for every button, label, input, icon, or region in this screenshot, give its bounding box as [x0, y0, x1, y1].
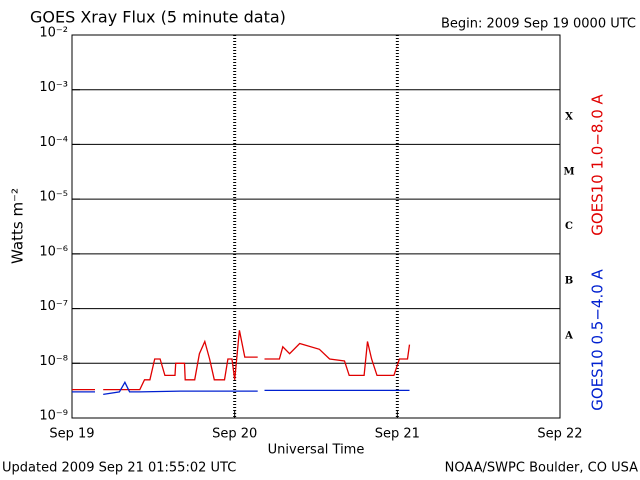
flare-class-label: C: [565, 221, 573, 232]
x-tick-label: Sep 19: [49, 427, 94, 442]
y-tick-label: 10⁻⁷: [39, 299, 68, 314]
series-line: [72, 380, 410, 396]
y-tick-label: 10⁻²: [39, 26, 68, 41]
footer-right: NOAA/SWPC Boulder, CO USA: [445, 461, 638, 476]
plot-frame: [71, 34, 561, 419]
chart-title: GOES Xray Flux (5 minute data): [30, 8, 286, 27]
y-tick-label: 10⁻⁹: [39, 409, 68, 424]
x-axis-label: Universal Time: [268, 443, 365, 458]
x-tick-label: Sep 21: [375, 427, 420, 442]
flare-class-label: M: [563, 166, 574, 177]
y-tick-label: 10⁻³: [39, 80, 68, 95]
y-axis-label: Watts m⁻²: [9, 188, 27, 264]
flare-class-label: A: [564, 330, 573, 341]
legend-label: GOES10 0.5−4.0 A: [589, 268, 607, 410]
y-tick-label: 10⁻⁵: [39, 190, 68, 205]
y-tick-label: 10⁻⁶: [39, 244, 68, 259]
x-tick-label: Sep 20: [212, 427, 257, 442]
flare-class-label: B: [565, 276, 573, 287]
footer-left: Updated 2009 Sep 21 01:55:02 UTC: [2, 461, 236, 476]
y-tick-label: 10⁻⁴: [39, 135, 68, 150]
legend-label: GOES10 1.0−8.0 A: [589, 93, 607, 235]
x-tick-label: Sep 22: [537, 427, 582, 442]
y-tick-label: 10⁻⁸: [39, 354, 68, 369]
chart-subtitle: Begin: 2009 Sep 19 0000 UTC: [441, 17, 636, 32]
series-line: [72, 330, 411, 391]
flare-class-label: X: [565, 112, 573, 123]
